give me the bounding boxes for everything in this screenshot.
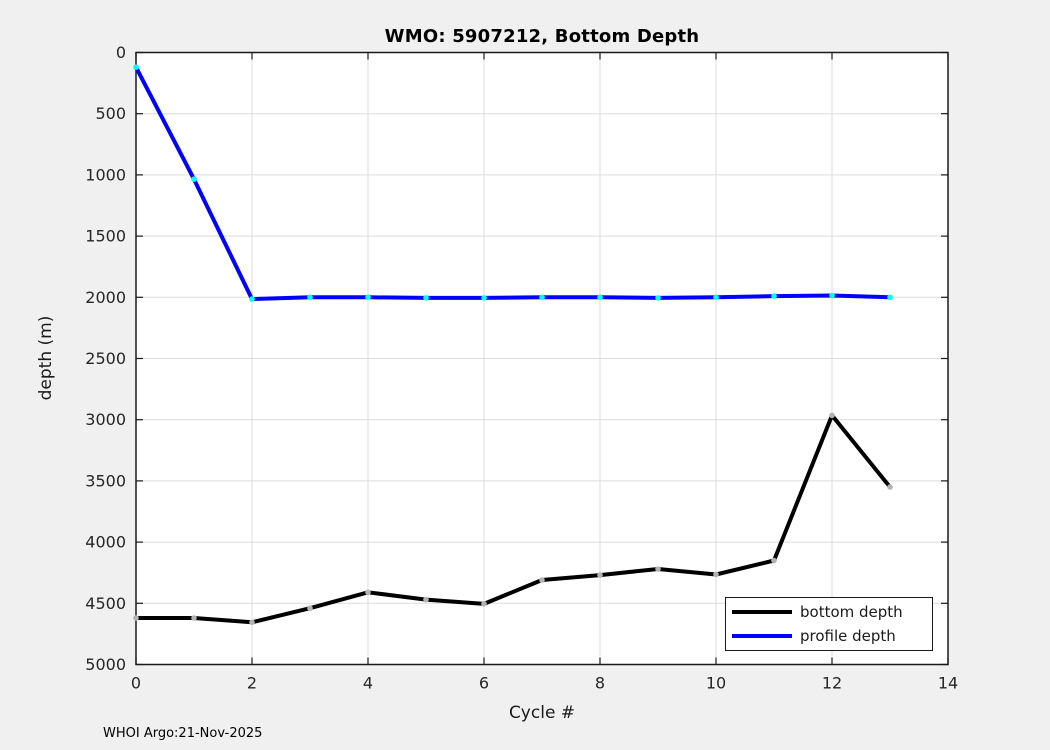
data-marker-bottom-depth: [423, 596, 429, 603]
x-axis-label: Cycle #: [508, 703, 576, 723]
data-marker-bottom-depth: [249, 619, 255, 626]
x-tick-label: 12: [822, 674, 842, 693]
data-marker-profile-depth: [597, 294, 603, 301]
y-tick-label: 2000: [85, 288, 126, 307]
data-marker-bottom-depth: [365, 589, 371, 596]
data-marker-profile-depth: [191, 176, 197, 182]
data-marker-bottom-depth: [887, 484, 893, 490]
x-tick-label: 14: [938, 674, 958, 693]
series-line-bottom-depth: [134, 413, 892, 625]
data-marker-bottom-depth: [713, 571, 719, 578]
data-marker-profile-depth: [133, 64, 139, 70]
data-marker-profile-depth: [655, 295, 661, 301]
x-tick-label: 4: [363, 674, 373, 693]
data-marker-profile-depth: [307, 294, 313, 301]
y-tick-label: 4000: [85, 533, 126, 552]
legend-entry-bottom-depth: bottom depth: [726, 603, 932, 621]
data-marker-bottom-depth: [481, 601, 487, 607]
y-tick-label: 3000: [85, 410, 126, 429]
data-marker-profile-depth: [829, 292, 835, 299]
data-marker-profile-depth: [249, 296, 255, 302]
legend-line-sample-black: [732, 610, 792, 615]
series-line-profile-depth: [134, 65, 892, 302]
y-tick-label: 1000: [85, 165, 126, 184]
data-marker-profile-depth: [539, 294, 545, 301]
data-marker-bottom-depth: [655, 566, 661, 572]
data-marker-profile-depth: [887, 294, 893, 301]
data-marker-bottom-depth: [829, 412, 835, 419]
data-marker-profile-depth: [713, 294, 719, 301]
legend-line-sample-blue: [732, 633, 792, 638]
data-marker-bottom-depth: [771, 557, 777, 564]
footer-text: WHOI Argo:21-Nov-2025: [103, 726, 263, 741]
data-marker-profile-depth: [771, 293, 777, 299]
x-tick-label: 8: [595, 674, 605, 693]
legend-entry-profile-depth: profile depth: [726, 627, 932, 645]
y-tick-label: 1500: [85, 227, 126, 246]
y-axis-label: depth (m): [36, 315, 56, 401]
data-marker-bottom-depth: [539, 577, 545, 583]
data-marker-profile-depth: [365, 294, 371, 301]
x-tick-label: 10: [706, 674, 726, 693]
data-marker-profile-depth: [481, 295, 487, 301]
x-tick-label: 6: [479, 674, 489, 693]
x-tick-label: 2: [247, 674, 257, 693]
y-tick-label: 4500: [85, 594, 126, 613]
y-tick-label: 2500: [85, 349, 126, 368]
legend-label: bottom depth: [800, 603, 903, 622]
chart-title: WMO: 5907212, Bottom Depth: [384, 26, 700, 47]
axes-frame: [135, 51, 949, 666]
data-marker-bottom-depth: [307, 605, 313, 611]
data-marker-bottom-depth: [597, 572, 603, 578]
y-tick-label: 5000: [85, 655, 126, 674]
data-marker-bottom-depth: [191, 615, 197, 621]
legend-label: profile depth: [800, 626, 896, 645]
data-marker-bottom-depth: [133, 615, 139, 621]
y-tick-label: 3500: [85, 471, 126, 490]
data-marker-profile-depth: [423, 295, 429, 301]
y-tick-label: 0: [116, 43, 126, 62]
x-tick-label: 0: [131, 674, 141, 693]
legend: bottom depth profile depth: [725, 597, 933, 651]
y-tick-label: 500: [95, 104, 126, 123]
